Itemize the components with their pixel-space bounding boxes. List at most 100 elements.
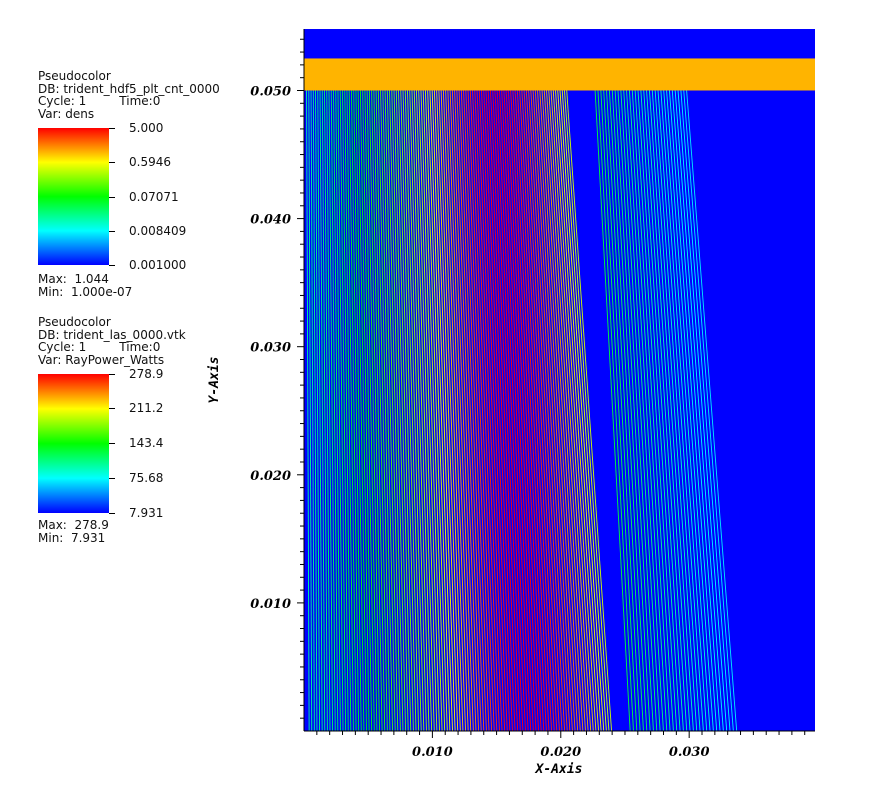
ray-line [407,90,427,731]
ray-line [429,90,453,731]
colorbar-tickmark [109,162,115,163]
colorbar-tickmark [109,197,115,198]
ray-line [505,90,542,731]
ray-line [620,90,661,731]
ray-line [494,90,529,731]
ray-line [355,90,367,731]
ray-line [559,90,605,731]
ray-line [317,90,323,731]
colorbar-density [38,128,109,265]
colorbar-raypower [38,374,109,513]
axes: 0.010 0.020 0.030 0.010 0.020 0.030 0.040 0.050 [250,29,815,760]
colorbar-tick-label: 0.008409 [129,224,187,238]
legend-db: DB: trident_hdf5_plt_cnt_0000 [38,81,220,96]
ray-line [442,90,469,731]
ray-line [634,90,678,731]
ray-line [611,90,651,731]
ray-line [357,90,370,731]
ray-line [666,90,714,731]
ray-line [337,90,347,731]
ray-line [400,90,420,731]
ray-line [503,90,540,731]
ray-line [648,90,694,731]
ray-line [380,90,396,731]
ray-line [525,90,566,731]
ray-line [391,90,409,731]
ray-line [550,90,594,731]
legend-var: Var: RayPower_Watts [38,352,165,367]
ray-line [366,90,380,731]
ray-line [377,90,394,731]
ray-line [561,90,607,731]
ray-line [460,90,490,731]
legend-min: Min: 1.000e-07 [38,285,133,299]
x-tick-label: 0.010 [412,745,453,760]
ray-line [637,90,681,731]
ray-line [481,90,513,731]
ray-line [324,90,331,731]
ray-line [413,90,435,731]
ray-line [440,90,467,731]
ray-line [476,90,508,731]
legend-title: Pseudocolor [38,69,111,83]
ray-line [382,90,399,731]
legend-time: Time:0 [119,340,161,354]
ray-line [438,90,464,731]
ray-line [498,90,534,731]
ray-line [614,90,654,731]
ray-line [424,90,448,731]
legend-max: Max: 1.044 [38,272,109,286]
ray-line [431,90,456,731]
ray-line [514,90,553,731]
legend-max: Max: 278.9 [38,518,109,532]
ray-line [483,90,516,731]
ray-line [359,90,373,731]
ray-line [433,90,459,731]
ray-line [557,90,602,731]
ray-line [463,90,493,731]
ray-line [310,90,315,731]
ray-line [449,90,477,731]
ray-line [456,90,485,731]
ray-line [516,90,555,731]
ray-line [312,90,318,731]
ray-line [398,90,417,731]
ray-line [465,90,495,731]
ray-line [631,90,674,731]
colorbar-tickmark [109,374,115,375]
ray-line [333,90,341,731]
ray-line [496,90,532,731]
colorbar-tick-label: 143.4 [129,436,164,450]
ray-line [534,90,576,731]
ray-line [623,90,664,731]
colorbar-tickmark [109,478,115,479]
ray-line [335,90,344,731]
ray-line [663,90,711,731]
ray-line [539,90,581,731]
ray-line [445,90,472,731]
ray-line [409,90,430,731]
ray-line [660,90,708,731]
ray-line [519,90,558,731]
ray-line [669,90,718,731]
ray-line [548,90,592,731]
ray-line [490,90,524,731]
ray-line [606,90,644,731]
ray-line [640,90,684,731]
ray-line [368,90,383,731]
colorbar-tickmark [109,128,115,129]
colorbar-tickmark [109,513,115,514]
ray-line [373,90,388,731]
ray-line [411,90,433,731]
ray-line [677,90,728,731]
ray-line [418,90,440,731]
ray-line [341,90,352,731]
ray-line [530,90,571,731]
ray-line [362,90,375,731]
ray-line [402,90,422,731]
legend-var: Var: dens [38,106,95,121]
ray-line [474,90,506,731]
ray-line [686,90,738,731]
ray-line [416,90,438,731]
ray-line [507,90,545,731]
